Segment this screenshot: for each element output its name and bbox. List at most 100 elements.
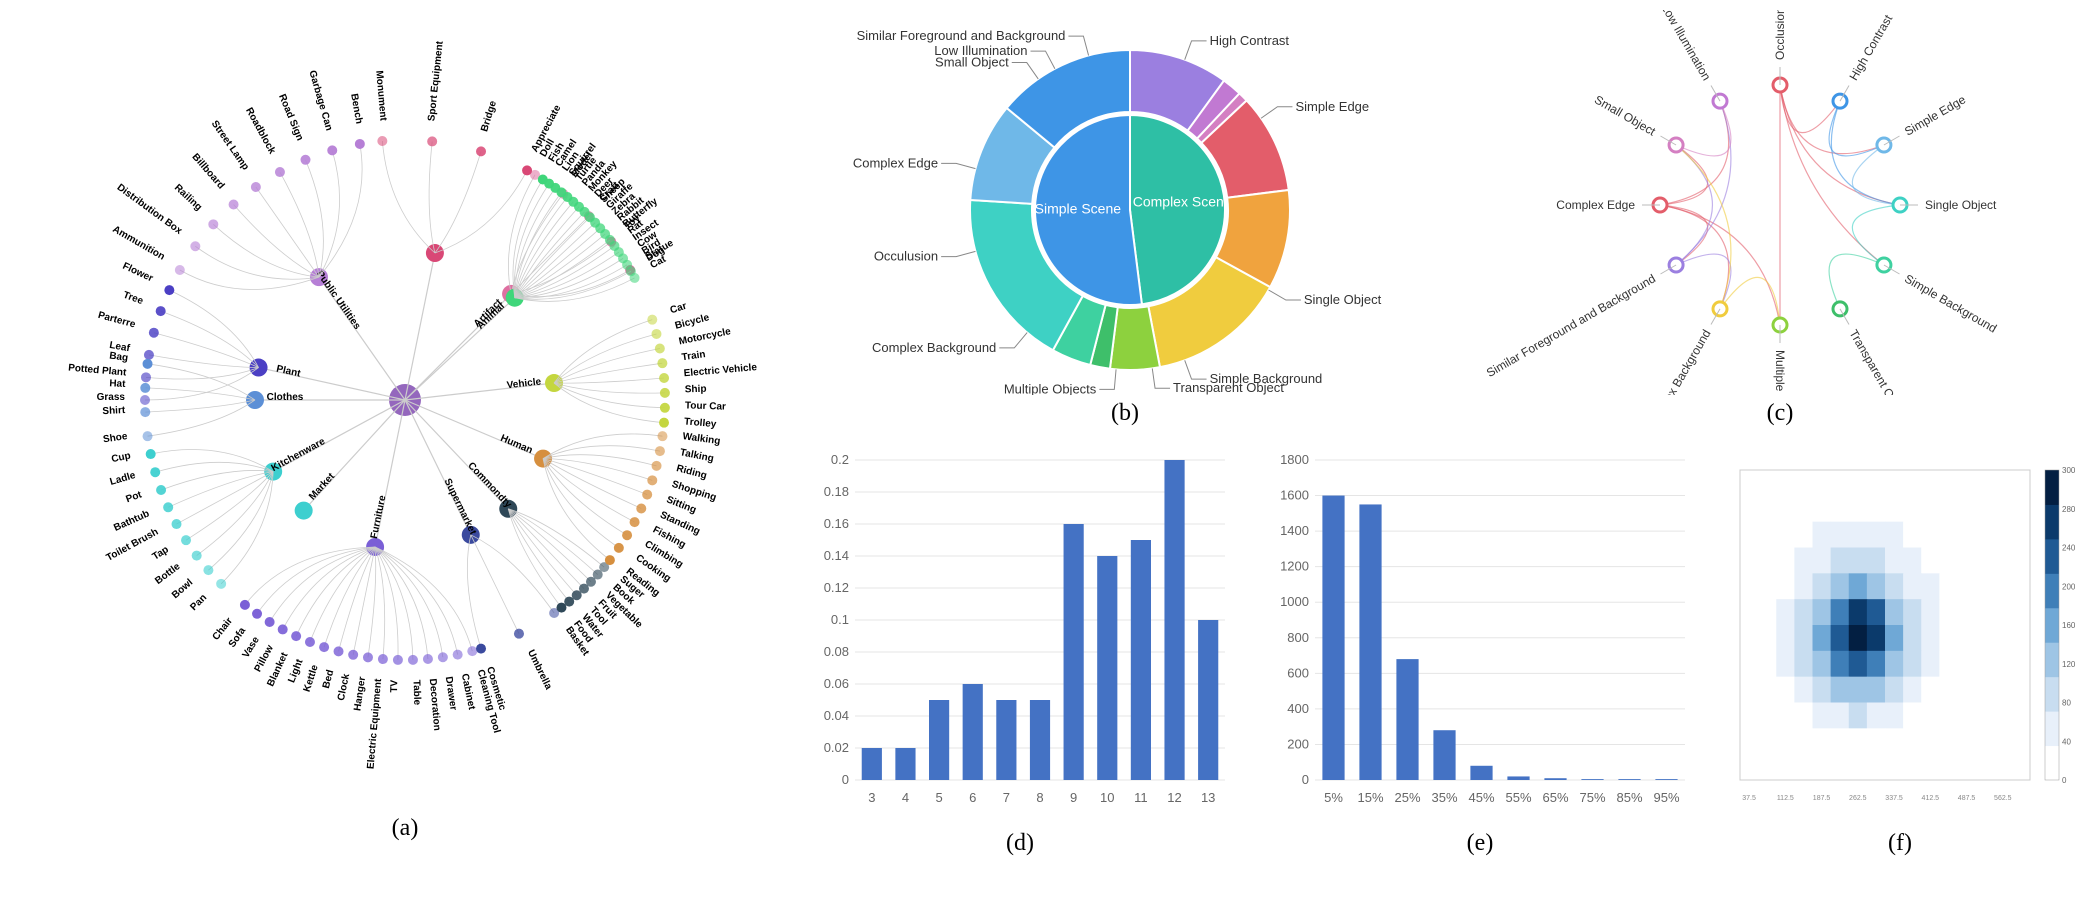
svg-text:Table: Table <box>411 680 423 706</box>
svg-text:13: 13 <box>1201 790 1215 805</box>
svg-text:Flower: Flower <box>121 261 155 285</box>
bar-chart-e: 0200400600800100012001400160018005%15%25… <box>1260 450 1700 810</box>
svg-text:600: 600 <box>1287 665 1309 680</box>
svg-text:Potted Plant: Potted Plant <box>68 363 128 379</box>
svg-text:Simple Scene: Simple Scene <box>1035 200 1122 216</box>
svg-text:11: 11 <box>1134 790 1148 805</box>
svg-text:Motorcycle: Motorcycle <box>678 326 732 347</box>
svg-text:High Contrast: High Contrast <box>1210 33 1290 48</box>
svg-text:25%: 25% <box>1394 790 1420 805</box>
panel-b: Complex SceneSimple SceneSimilar Foregro… <box>800 10 1450 440</box>
svg-text:8: 8 <box>1036 790 1043 805</box>
svg-text:400: 400 <box>1287 701 1309 716</box>
svg-text:35%: 35% <box>1431 790 1457 805</box>
svg-text:Simple Edge: Simple Edge <box>1295 99 1369 114</box>
svg-text:Trolley: Trolley <box>684 416 718 430</box>
svg-text:55%: 55% <box>1505 790 1531 805</box>
svg-text:Bathtub: Bathtub <box>112 508 151 534</box>
bar-chart-d: 00.020.040.060.080.10.120.140.160.180.23… <box>800 450 1240 810</box>
svg-text:0.12: 0.12 <box>824 580 849 595</box>
svg-text:1600: 1600 <box>1280 488 1309 503</box>
svg-text:Parterre: Parterre <box>97 310 137 331</box>
svg-text:80: 80 <box>2062 699 2071 708</box>
caption-b: (b) <box>800 400 1450 427</box>
svg-text:Cabinet: Cabinet <box>459 673 477 712</box>
svg-text:1000: 1000 <box>1280 594 1309 609</box>
svg-text:Electric Equipment: Electric Equipment <box>366 678 385 770</box>
svg-text:Market: Market <box>307 471 337 503</box>
panel-e: 0200400600800100012001400160018005%15%25… <box>1260 450 1700 880</box>
svg-text:Bed: Bed <box>321 669 336 690</box>
panel-f: 37.5112.5187.5262.5337.5412.5487.5562.50… <box>1720 450 2080 880</box>
svg-text:0.18: 0.18 <box>824 484 849 499</box>
svg-text:Electric Vehicle: Electric Vehicle <box>683 362 757 379</box>
svg-text:Similar Foreground and Backgro: Similar Foreground and Background <box>1484 271 1658 380</box>
svg-text:Light: Light <box>286 657 305 684</box>
svg-text:Railing: Railing <box>172 182 204 213</box>
svg-text:Multiple Objects: Multiple Objects <box>1004 381 1097 395</box>
svg-text:Tap: Tap <box>151 544 171 562</box>
caption-d: (d) <box>800 830 1240 857</box>
svg-text:Kettle: Kettle <box>302 663 321 693</box>
svg-text:0.1: 0.1 <box>831 612 849 627</box>
svg-text:0.16: 0.16 <box>824 516 849 531</box>
heatmap: 37.5112.5187.5262.5337.5412.5487.5562.50… <box>1720 450 2080 810</box>
svg-text:487.5: 487.5 <box>1958 795 1976 802</box>
svg-text:Hat: Hat <box>109 378 126 390</box>
svg-text:0.2: 0.2 <box>831 452 849 467</box>
svg-text:562.5: 562.5 <box>1994 795 2012 802</box>
svg-text:0.04: 0.04 <box>824 708 849 723</box>
svg-text:15%: 15% <box>1357 790 1383 805</box>
svg-text:Roadblock: Roadblock <box>243 106 277 156</box>
svg-text:Complex Edge: Complex Edge <box>1556 198 1635 212</box>
svg-text:Road Sign: Road Sign <box>276 93 305 143</box>
svg-text:Single Object: Single Object <box>1925 198 1997 212</box>
svg-text:1200: 1200 <box>1280 559 1309 574</box>
svg-text:0: 0 <box>2062 776 2067 785</box>
panel-d: 00.020.040.060.080.10.120.140.160.180.23… <box>800 450 1240 880</box>
svg-text:0.14: 0.14 <box>824 548 849 563</box>
svg-text:Sport Equipment: Sport Equipment <box>426 40 445 122</box>
caption-f: (f) <box>1720 830 2080 857</box>
svg-text:Bench: Bench <box>348 93 364 125</box>
svg-text:Pot: Pot <box>124 489 144 505</box>
donut-chart: Complex SceneSimple SceneSimilar Foregro… <box>800 10 1450 395</box>
svg-text:Multiple Objects: Multiple Objects <box>1773 350 1787 395</box>
caption-e: (e) <box>1260 830 1700 857</box>
svg-text:12: 12 <box>1167 790 1181 805</box>
svg-text:Ladle: Ladle <box>109 470 138 488</box>
svg-text:0: 0 <box>842 772 849 787</box>
svg-text:4: 4 <box>902 790 909 805</box>
panel-a: ArtifactDollModelCraftToyStatueMonumentS… <box>20 10 790 830</box>
svg-text:Bicycle: Bicycle <box>674 312 711 332</box>
svg-text:85%: 85% <box>1616 790 1642 805</box>
svg-text:Garbage Can: Garbage Can <box>306 69 334 132</box>
svg-text:Public Utilities: Public Utilities <box>314 269 363 332</box>
svg-text:Simple Edge: Simple Edge <box>1902 92 1968 138</box>
svg-text:95%: 95% <box>1653 790 1679 805</box>
svg-text:65%: 65% <box>1542 790 1568 805</box>
svg-text:Clothes: Clothes <box>267 392 304 403</box>
svg-text:187.5: 187.5 <box>1813 795 1831 802</box>
svg-text:Complex Background: Complex Background <box>1644 327 1713 395</box>
caption-a: (a) <box>20 815 790 842</box>
svg-text:Train: Train <box>681 349 706 363</box>
svg-text:412.5: 412.5 <box>1922 795 1940 802</box>
svg-text:200: 200 <box>2062 582 2076 591</box>
svg-text:0: 0 <box>1302 772 1309 787</box>
svg-text:Hanger: Hanger <box>352 676 368 712</box>
svg-text:5: 5 <box>935 790 942 805</box>
svg-text:200: 200 <box>1287 736 1309 751</box>
svg-text:7: 7 <box>1003 790 1010 805</box>
svg-text:Billboard: Billboard <box>190 152 227 192</box>
svg-text:800: 800 <box>1287 630 1309 645</box>
svg-text:240: 240 <box>2062 544 2076 553</box>
svg-text:Walking: Walking <box>682 431 721 447</box>
svg-text:6: 6 <box>969 790 976 805</box>
svg-text:5%: 5% <box>1324 790 1343 805</box>
svg-text:9: 9 <box>1070 790 1077 805</box>
svg-text:Talking: Talking <box>679 447 715 465</box>
svg-text:Complex Scene: Complex Scene <box>1133 194 1232 210</box>
svg-text:Umbrella: Umbrella <box>525 648 554 692</box>
svg-text:1800: 1800 <box>1280 452 1309 467</box>
